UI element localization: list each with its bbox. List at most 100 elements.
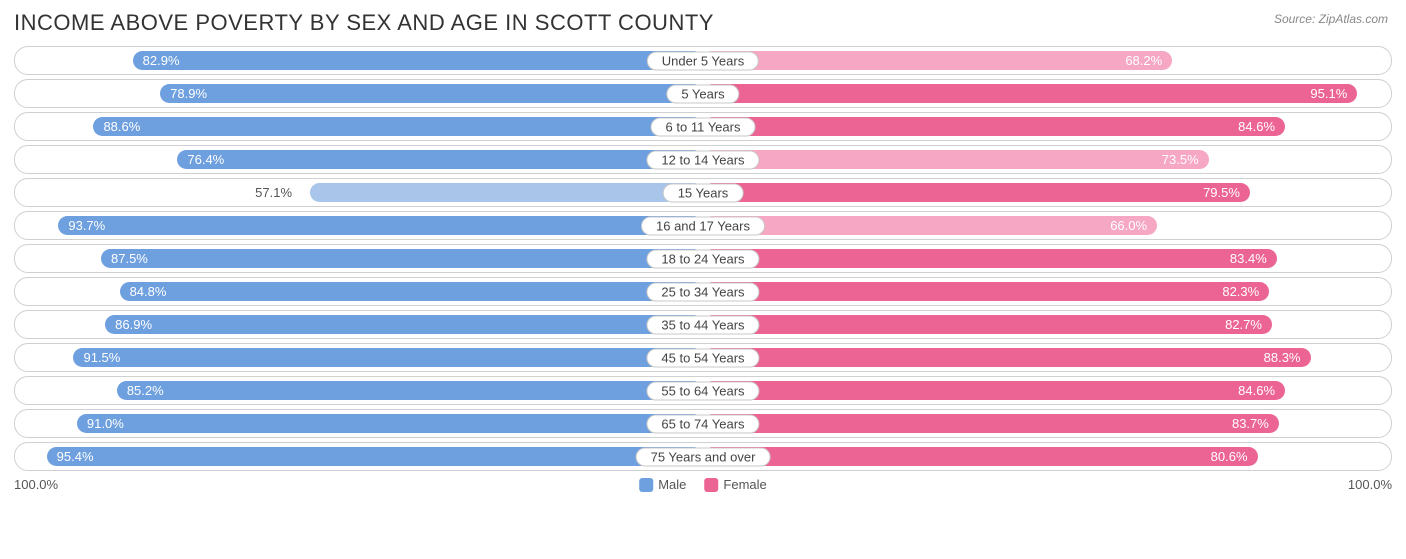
female-half: 82.7% [703,311,1391,338]
female-value-label: 73.5% [1162,152,1199,167]
female-bar: 73.5% [703,150,1209,169]
diverging-bar-chart: 82.9% 68.2%Under 5 Years 78.9% 95.1% 5 Years… [14,46,1392,471]
female-bar: 88.3% [703,348,1311,367]
male-half: 57.1% [15,179,703,206]
female-half: 95.1% [703,80,1391,107]
male-half: 91.0% [15,410,703,437]
male-value-label: 78.9% [170,86,207,101]
category-label: 6 to 11 Years [651,117,756,136]
category-label: 12 to 14 Years [646,150,759,169]
chart-footer: 100.0% Male Female 100.0% [14,477,1392,492]
female-bar: 80.6% [703,447,1258,466]
male-half: 84.8% [15,278,703,305]
female-bar: 84.6% [703,117,1285,136]
male-value-label: 93.7% [68,218,105,233]
male-value-label: 91.5% [83,350,120,365]
male-bar: 78.9% [160,84,703,103]
female-value-label: 84.6% [1238,383,1275,398]
category-label: Under 5 Years [647,51,759,70]
male-value-label: 82.9% [143,53,180,68]
male-half: 91.5% [15,344,703,371]
female-half: 84.6% [703,377,1391,404]
female-half: 80.6% [703,443,1391,470]
chart-row: 85.2% 84.6% 55 to 64 Years [14,376,1392,405]
male-bar: 86.9% [105,315,703,334]
female-value-label: 80.6% [1211,449,1248,464]
category-label: 18 to 24 Years [646,249,759,268]
female-half: 73.5% [703,146,1391,173]
male-value-label: 87.5% [111,251,148,266]
female-value-label: 83.4% [1230,251,1267,266]
female-bar: 82.3% [703,282,1269,301]
female-value-label: 82.7% [1225,317,1262,332]
female-value-label: 95.1% [1310,86,1347,101]
male-half: 76.4% [15,146,703,173]
female-value-label: 79.5% [1203,185,1240,200]
category-label: 25 to 34 Years [646,282,759,301]
male-half: 87.5% [15,245,703,272]
chart-title: INCOME ABOVE POVERTY BY SEX AND AGE IN S… [14,10,1392,36]
category-label: 45 to 54 Years [646,348,759,367]
category-label: 35 to 44 Years [646,315,759,334]
female-bar: 95.1% [703,84,1357,103]
chart-row: 87.5% 83.4% 18 to 24 Years [14,244,1392,273]
female-half: 83.4% [703,245,1391,272]
female-bar: 68.2% [703,51,1172,70]
male-value-label: 88.6% [103,119,140,134]
chart-row: 91.5% 88.3% 45 to 54 Years [14,343,1392,372]
axis-max-left: 100.0% [14,477,58,492]
chart-row: 95.4%80.6%75 Years and over [14,442,1392,471]
legend-swatch [704,478,718,492]
category-label: 15 Years [663,183,744,202]
category-label: 55 to 64 Years [646,381,759,400]
male-bar: 91.5% [73,348,703,367]
female-value-label: 84.6% [1238,119,1275,134]
female-bar: 79.5% [703,183,1250,202]
female-value-label: 88.3% [1264,350,1301,365]
male-half: 85.2% [15,377,703,404]
female-bar: 84.6% [703,381,1285,400]
female-bar: 83.7% [703,414,1279,433]
axis-max-right: 100.0% [1348,477,1392,492]
legend: Male Female [639,477,767,492]
male-bar: 93.7% [58,216,703,235]
male-half: 95.4% [15,443,703,470]
chart-row: 86.9% 82.7% 35 to 44 Years [14,310,1392,339]
male-value-label: 86.9% [115,317,152,332]
female-half: 88.3% [703,344,1391,371]
male-bar: 91.0% [77,414,703,433]
male-bar: 88.6% [93,117,703,136]
male-bar: 87.5% [101,249,703,268]
male-half: 82.9% [15,47,703,74]
legend-item: Female [704,477,766,492]
female-half: 84.6% [703,113,1391,140]
female-value-label: 83.7% [1232,416,1269,431]
female-half: 82.3% [703,278,1391,305]
male-half: 86.9% [15,311,703,338]
male-bar: 85.2% [117,381,703,400]
female-half: 66.0% [703,212,1391,239]
chart-row: 88.6% 84.6% 6 to 11 Years [14,112,1392,141]
male-half: 88.6% [15,113,703,140]
chart-row: 93.7%66.0%16 and 17 Years [14,211,1392,240]
male-value-label: 84.8% [130,284,167,299]
male-bar: 82.9% [133,51,703,70]
male-value-label: 76.4% [187,152,224,167]
female-bar: 66.0% [703,216,1157,235]
category-label: 65 to 74 Years [646,414,759,433]
male-value-label: 91.0% [87,416,124,431]
male-bar: 57.1% [310,183,703,202]
legend-item: Male [639,477,686,492]
legend-swatch [639,478,653,492]
legend-label: Male [658,477,686,492]
male-bar: 84.8% [120,282,703,301]
chart-row: 57.1% 79.5% 15 Years [14,178,1392,207]
legend-label: Female [723,477,766,492]
female-value-label: 66.0% [1110,218,1147,233]
chart-row: 82.9% 68.2%Under 5 Years [14,46,1392,75]
source-attribution: Source: ZipAtlas.com [1274,12,1388,26]
female-half: 83.7% [703,410,1391,437]
male-value-label: 85.2% [127,383,164,398]
category-label: 5 Years [666,84,739,103]
chart-row: 78.9% 95.1% 5 Years [14,79,1392,108]
